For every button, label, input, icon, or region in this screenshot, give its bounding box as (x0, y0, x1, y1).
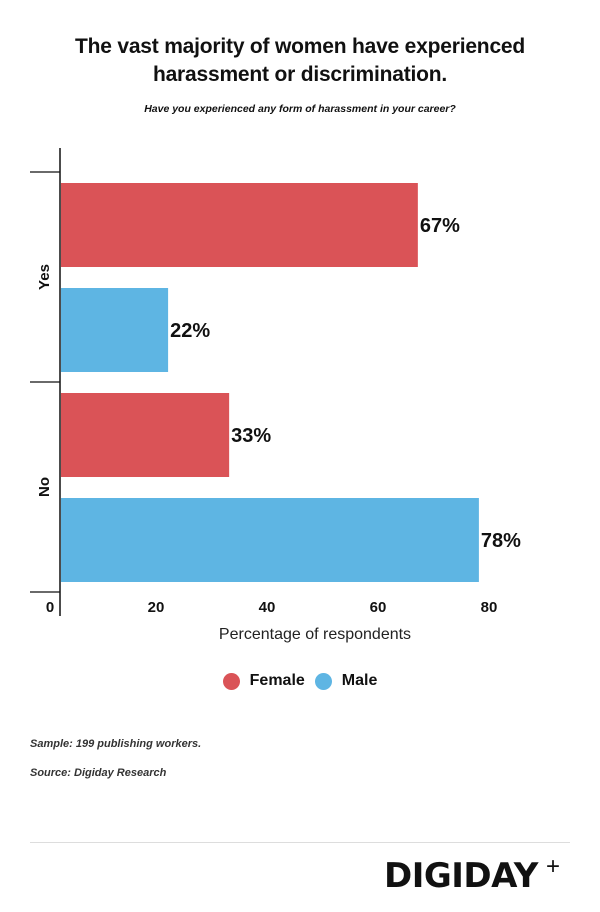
digiday-logo: DIGIDAY (384, 856, 538, 896)
x-axis-title: Percentage of respondents (219, 626, 411, 643)
data-label-male-yes: 22% (170, 320, 210, 342)
legend-label-male: Male (341, 672, 378, 689)
legend-swatch-male (314, 672, 332, 690)
x-tick-label-80: 80 (481, 599, 498, 616)
chart-title-line-2: harassment or discrimination. (152, 63, 448, 86)
bar-female-no (61, 393, 230, 477)
category-label-no: No (36, 477, 53, 497)
legend-swatch-female (222, 672, 240, 690)
bar-female-yes (61, 183, 418, 267)
legend-item-male: Male (314, 672, 378, 690)
source-note: Source: Digiday Research (30, 767, 167, 779)
logo-plus-icon: + (546, 853, 561, 880)
x-tick-label-60: 60 (370, 599, 387, 616)
x-tick-label-20: 20 (148, 599, 165, 616)
x-tick-label-40: 40 (259, 599, 276, 616)
data-label-male-no: 78% (481, 530, 521, 552)
legend-item-female: Female (222, 672, 305, 690)
bar-chart: 67% 22% Yes 33% 78% No 0 20 40 60 80 Percentage of … (30, 148, 521, 643)
chart-title-line-1: The vast majority of women have experien… (74, 35, 526, 58)
bar-male-no (61, 498, 479, 582)
chart-title: The vast majority of women have experien… (0, 33, 600, 89)
category-label-yes: Yes (36, 264, 53, 290)
data-label-female-no: 33% (231, 425, 271, 447)
legend-label-female: Female (249, 672, 305, 689)
footer-divider (30, 842, 570, 843)
bar-male-yes (61, 288, 169, 372)
legend: Female Male (0, 672, 600, 690)
data-label-female-yes: 67% (420, 215, 460, 237)
chart-subtitle: Have you experienced any form of harassm… (144, 103, 456, 115)
sample-note: Sample: 199 publishing workers. (30, 738, 202, 750)
x-tick-label-0: 0 (46, 599, 54, 616)
